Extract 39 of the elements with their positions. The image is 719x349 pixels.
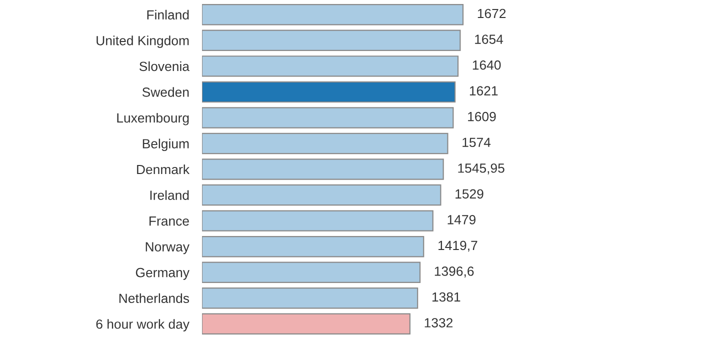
data-label: 1545,95 xyxy=(458,163,504,174)
bar xyxy=(202,184,442,206)
y-tick-label: Slovenia xyxy=(139,61,190,72)
y-tick-label: Finland xyxy=(147,10,189,20)
bar xyxy=(202,210,434,232)
y-tick-label: Netherlands xyxy=(119,293,190,304)
data-label: 1529 xyxy=(456,189,484,199)
data-label: 1574 xyxy=(462,138,491,148)
data-label: 1640 xyxy=(472,60,501,70)
y-tick-label: Norway xyxy=(146,242,190,254)
data-label: 1332 xyxy=(424,318,453,328)
data-label: 1654 xyxy=(475,34,504,44)
bar xyxy=(202,262,421,283)
y-tick-label: Belgium xyxy=(142,138,189,152)
data-label: 1621 xyxy=(470,86,498,96)
data-label: 1419,7 xyxy=(438,240,478,252)
data-label: 1672 xyxy=(478,8,506,18)
data-label: 1479 xyxy=(448,215,476,224)
y-tick-label: Luxembourg xyxy=(117,112,189,126)
bar xyxy=(202,288,418,309)
y-tick-label: France xyxy=(150,216,189,226)
data-label: 1381 xyxy=(432,292,460,302)
y-tick-label: 6 hour work day xyxy=(96,319,190,332)
y-tick-label: Ireland xyxy=(150,190,189,200)
bar xyxy=(202,4,464,26)
bar xyxy=(202,107,454,128)
bar xyxy=(202,158,444,180)
y-tick-label: Denmark xyxy=(137,164,190,174)
bar xyxy=(202,30,461,52)
y-tick-label: Sweden xyxy=(142,87,189,97)
bar xyxy=(202,81,456,103)
y-tick-label: United Kingdom xyxy=(96,36,189,48)
bar xyxy=(202,313,410,335)
bar xyxy=(202,132,448,154)
data-label: 1396,6 xyxy=(434,266,474,278)
y-tick-label: Germany xyxy=(136,268,190,280)
data-label: 1609 xyxy=(468,112,496,122)
bar xyxy=(202,236,424,258)
bar xyxy=(202,56,459,77)
